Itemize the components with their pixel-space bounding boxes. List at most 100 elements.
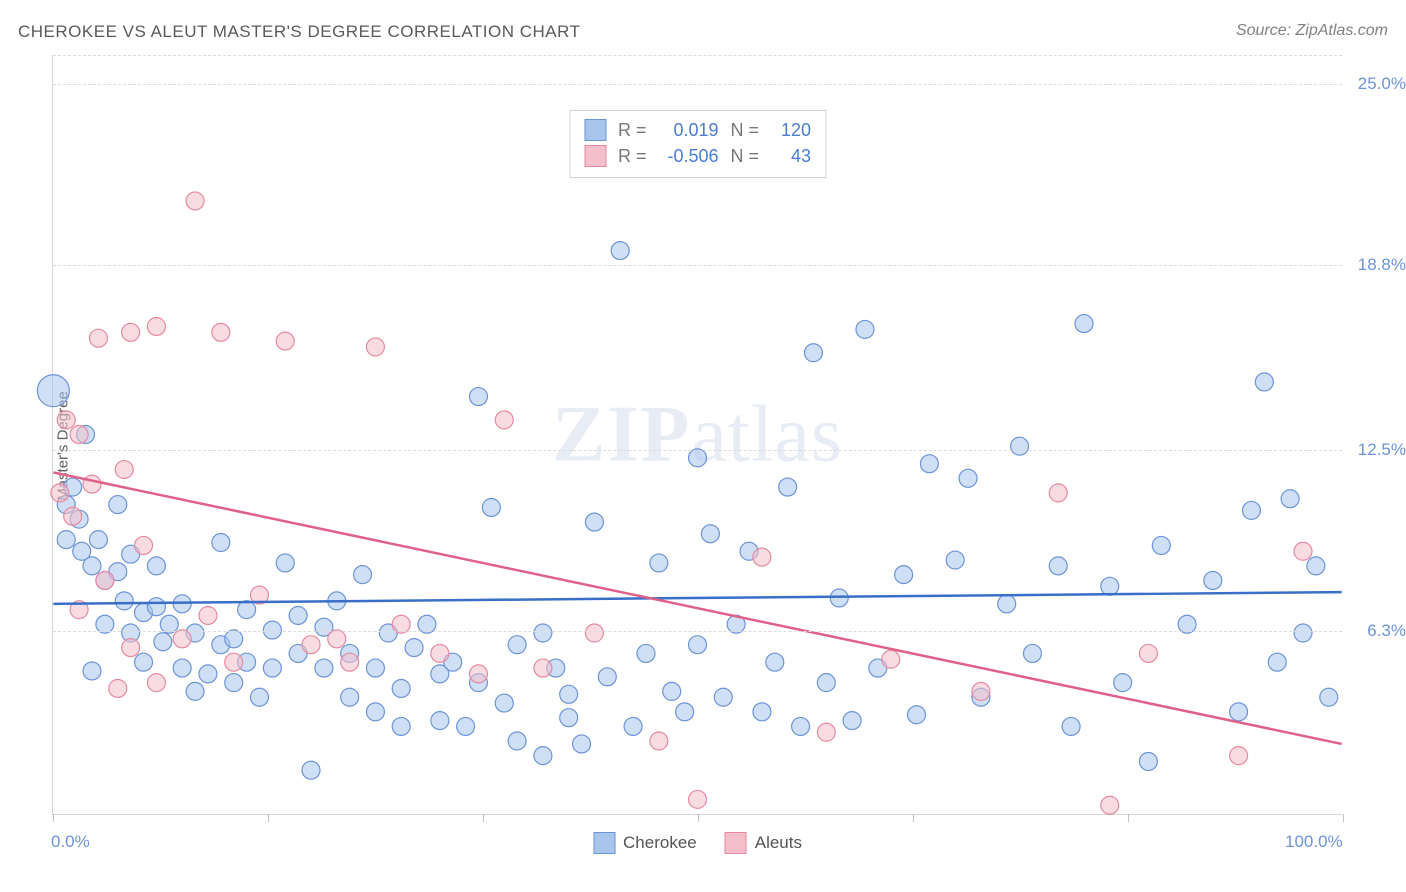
data-point xyxy=(663,682,681,700)
data-point xyxy=(689,790,707,808)
data-point xyxy=(650,554,668,572)
data-point xyxy=(1075,315,1093,333)
series-swatch-aleuts xyxy=(725,832,747,854)
data-point xyxy=(882,650,900,668)
x-tick xyxy=(483,814,484,822)
data-point xyxy=(135,536,153,554)
data-point xyxy=(1204,571,1222,589)
series-swatch-cherokee xyxy=(593,832,615,854)
data-point xyxy=(560,709,578,727)
data-point xyxy=(366,659,384,677)
data-point xyxy=(689,636,707,654)
x-tick xyxy=(1128,814,1129,822)
data-point xyxy=(534,624,552,642)
data-point xyxy=(341,653,359,671)
data-point xyxy=(792,717,810,735)
data-point xyxy=(263,659,281,677)
data-point xyxy=(115,461,133,479)
x-tick-label: 100.0% xyxy=(1285,832,1343,852)
data-point xyxy=(495,411,513,429)
source-prefix: Source: xyxy=(1236,22,1296,39)
gridline xyxy=(53,450,1342,451)
data-point xyxy=(276,332,294,350)
chart-container: CHEROKEE VS ALEUT MASTER'S DEGREE CORREL… xyxy=(0,0,1406,892)
data-point xyxy=(1011,437,1029,455)
data-point xyxy=(315,659,333,677)
data-point xyxy=(109,679,127,697)
data-point xyxy=(676,703,694,721)
data-point xyxy=(946,551,964,569)
data-point xyxy=(856,320,874,338)
data-point xyxy=(64,507,82,525)
data-point xyxy=(147,598,165,616)
correlation-legend: R = 0.019 N = 120 R = -0.506 N = 43 xyxy=(569,110,826,178)
data-point xyxy=(89,531,107,549)
n-value-cherokee: 120 xyxy=(771,120,811,141)
data-point xyxy=(186,682,204,700)
data-point xyxy=(37,375,69,407)
data-point xyxy=(560,685,578,703)
data-point xyxy=(908,706,926,724)
data-point xyxy=(212,534,230,552)
data-point xyxy=(804,344,822,362)
data-point xyxy=(366,703,384,721)
data-point xyxy=(998,595,1016,613)
data-point xyxy=(199,607,217,625)
y-tick-label: 18.8% xyxy=(1358,255,1406,275)
x-tick xyxy=(1343,814,1344,822)
data-point xyxy=(495,694,513,712)
data-point xyxy=(341,688,359,706)
data-point xyxy=(225,630,243,648)
gridline xyxy=(53,265,1342,266)
x-tick xyxy=(268,814,269,822)
legend-row-cherokee: R = 0.019 N = 120 xyxy=(584,117,811,143)
data-point xyxy=(508,636,526,654)
data-point xyxy=(147,318,165,336)
data-point xyxy=(154,633,172,651)
data-point xyxy=(135,653,153,671)
gridline xyxy=(53,84,1342,85)
data-point xyxy=(1114,674,1132,692)
data-point xyxy=(1152,536,1170,554)
data-point xyxy=(1101,796,1119,814)
legend-swatch-aleuts xyxy=(584,145,606,167)
data-point xyxy=(147,674,165,692)
data-point xyxy=(843,712,861,730)
data-point xyxy=(431,644,449,662)
r-value-aleuts: -0.506 xyxy=(659,146,719,167)
data-point xyxy=(689,449,707,467)
data-point xyxy=(1139,752,1157,770)
data-point xyxy=(611,242,629,260)
data-point xyxy=(753,703,771,721)
data-point xyxy=(212,323,230,341)
data-point xyxy=(173,630,191,648)
data-point xyxy=(89,329,107,347)
data-point xyxy=(83,557,101,575)
series-label-aleuts: Aleuts xyxy=(755,833,802,853)
data-point xyxy=(482,498,500,516)
data-point xyxy=(302,636,320,654)
source-link[interactable]: ZipAtlas.com xyxy=(1296,22,1388,39)
data-point xyxy=(1062,717,1080,735)
data-point xyxy=(1230,747,1248,765)
data-point xyxy=(199,665,217,683)
data-point xyxy=(959,469,977,487)
data-point xyxy=(766,653,784,671)
gridline-top xyxy=(53,55,1342,56)
data-point xyxy=(354,566,372,584)
data-point xyxy=(534,659,552,677)
series-legend-cherokee: Cherokee xyxy=(593,832,697,854)
data-point xyxy=(779,478,797,496)
data-point xyxy=(392,679,410,697)
data-point xyxy=(714,688,732,706)
data-point xyxy=(431,712,449,730)
data-point xyxy=(701,525,719,543)
data-point xyxy=(753,548,771,566)
data-point xyxy=(1023,644,1041,662)
data-point xyxy=(83,475,101,493)
n-value-aleuts: 43 xyxy=(771,146,811,167)
data-point xyxy=(83,662,101,680)
data-point xyxy=(225,674,243,692)
data-point xyxy=(147,557,165,575)
data-point xyxy=(302,761,320,779)
